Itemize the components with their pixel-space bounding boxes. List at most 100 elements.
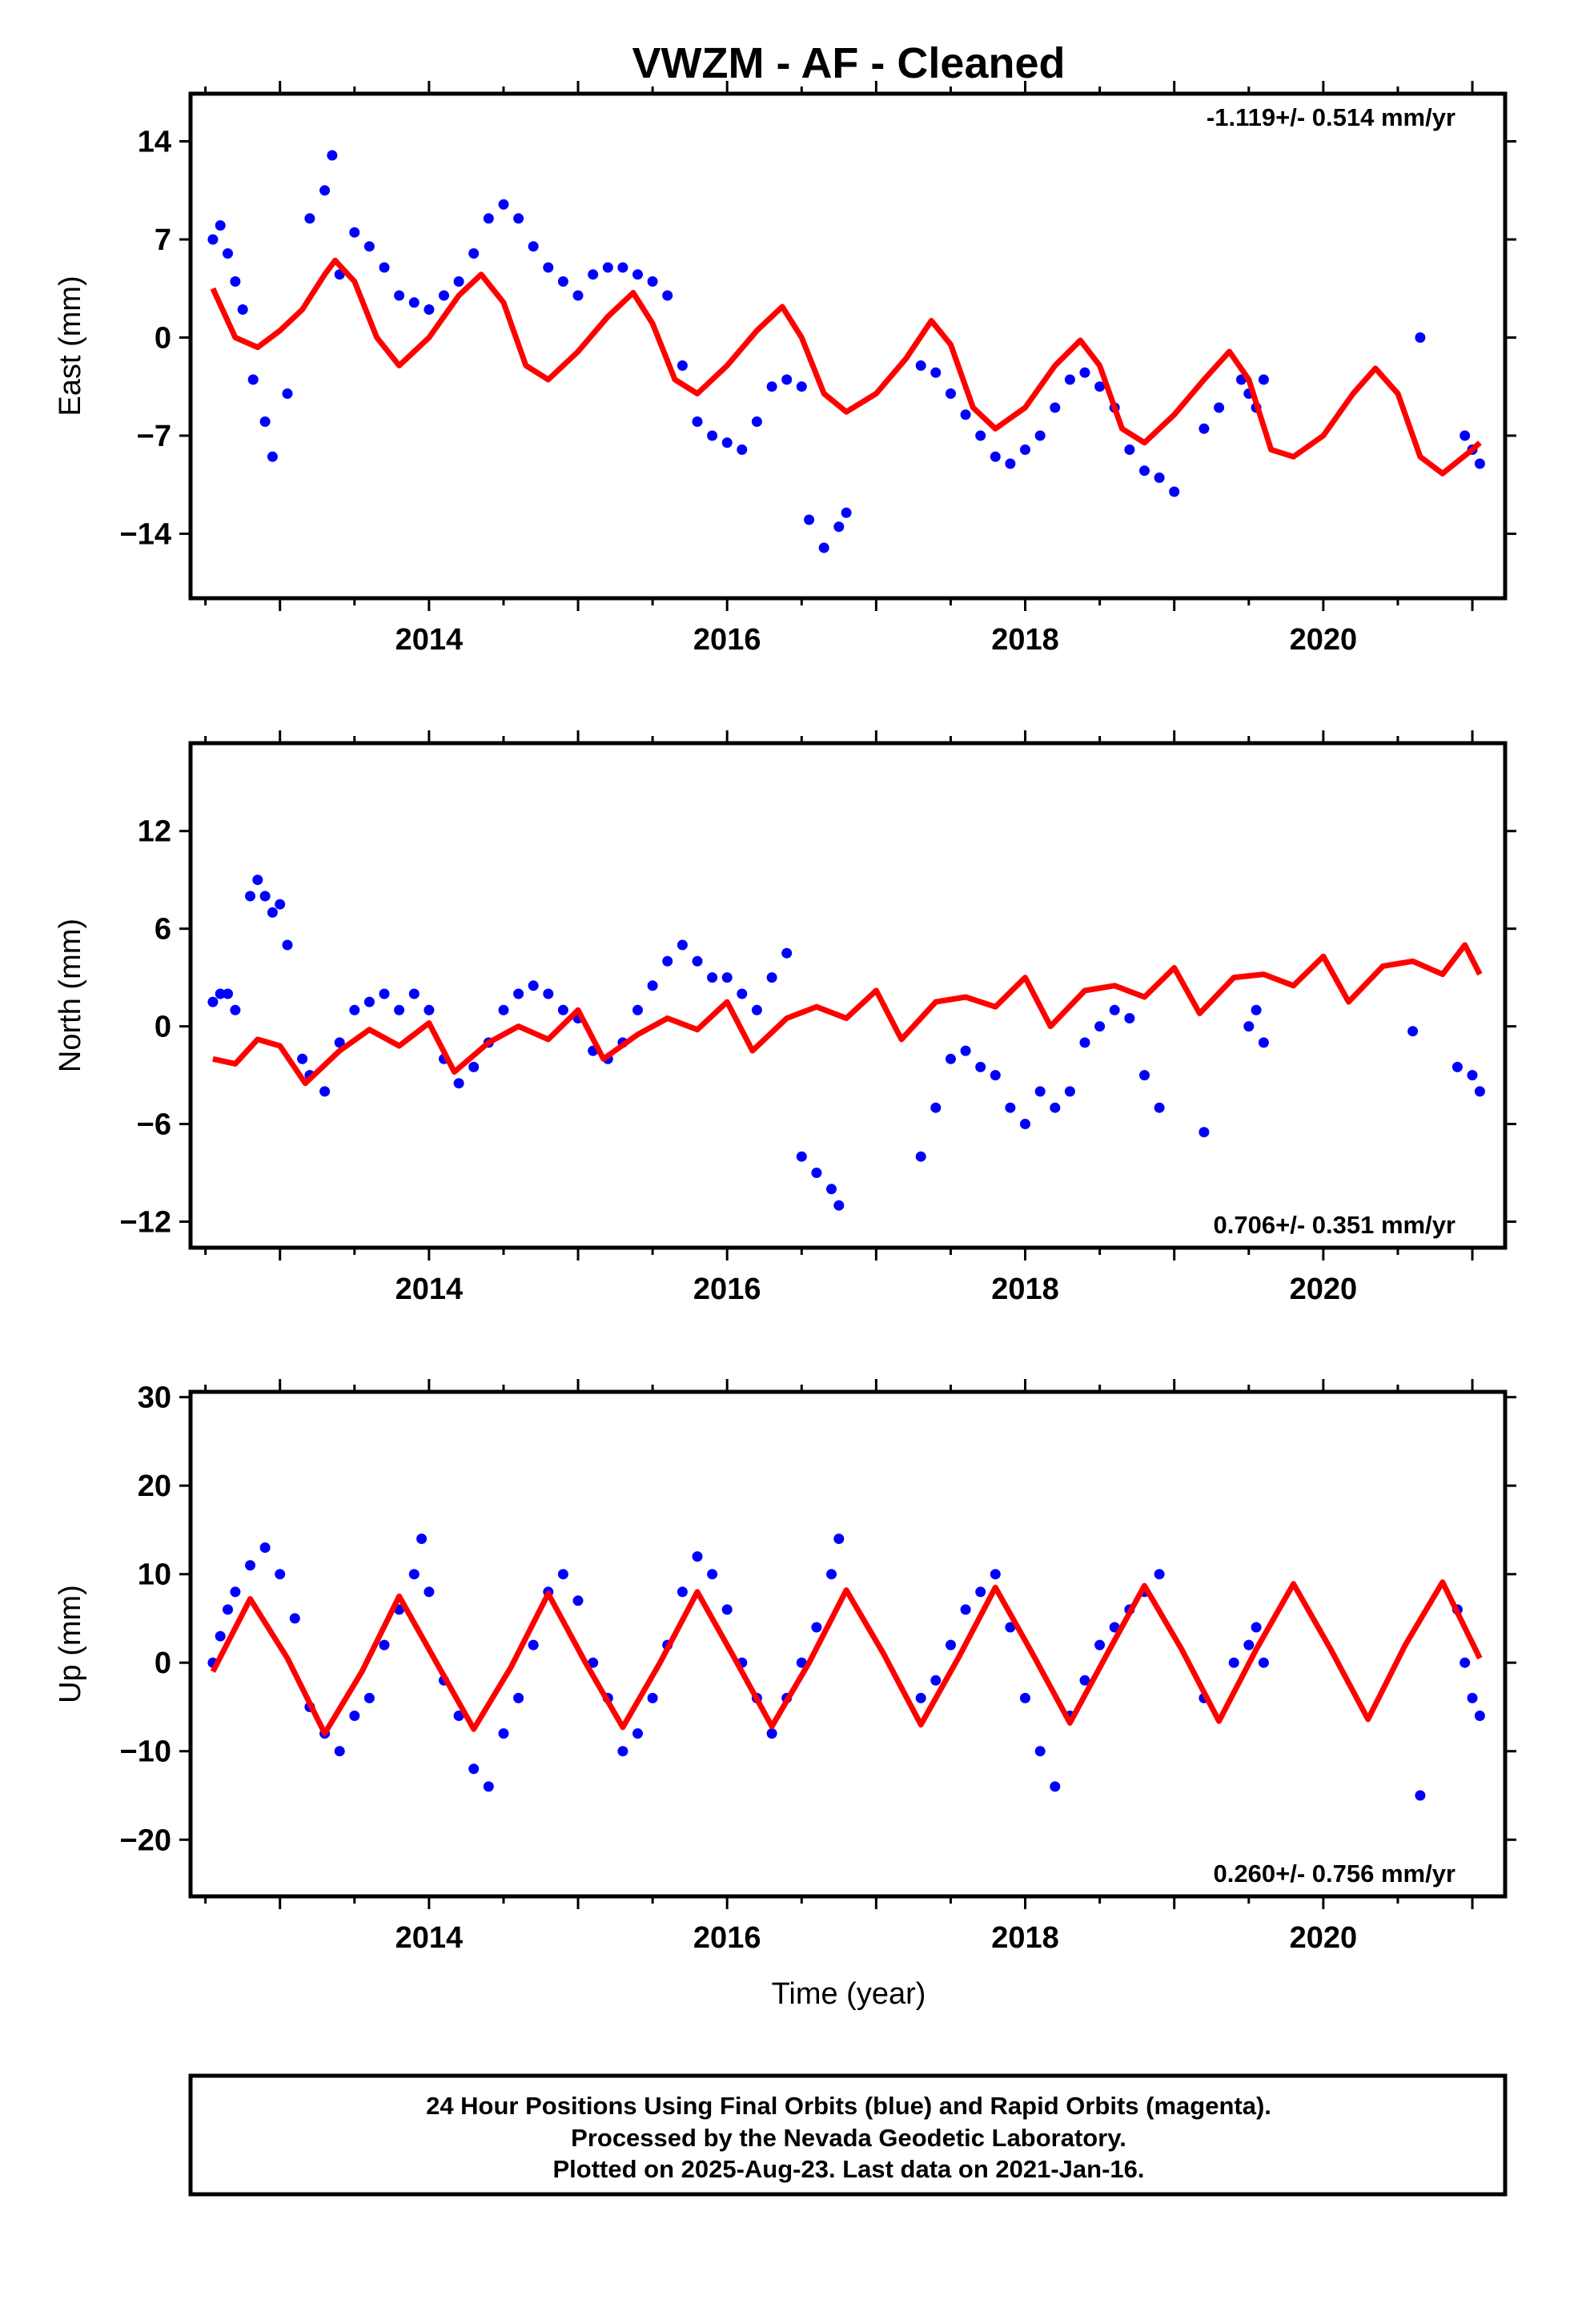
observation-point [990, 1070, 1001, 1081]
observation-point [498, 199, 509, 210]
observation-point [1139, 465, 1150, 476]
observation-point [737, 444, 748, 455]
observation-point [334, 1037, 345, 1048]
observation-point [543, 262, 554, 273]
observation-point [289, 1613, 300, 1624]
observation-point [975, 1586, 986, 1598]
observation-point [692, 416, 703, 427]
observation-point [707, 972, 718, 983]
x-tick-label-2016: 2016 [693, 1921, 761, 1955]
y-tick-label-neg7: −7 [137, 420, 171, 453]
x-tick-label-2014: 2014 [396, 623, 464, 657]
observation-series [207, 875, 1485, 1211]
observation-point [1094, 1639, 1106, 1651]
observation-point [230, 276, 241, 287]
observation-point [528, 241, 539, 252]
x-tick-label-2020: 2020 [1290, 623, 1358, 657]
observation-point [677, 360, 688, 371]
observation-point [1079, 367, 1090, 378]
footer-line-1: 24 Hour Positions Using Final Orbits (bl… [426, 2092, 1271, 2120]
model-line [210, 1579, 1483, 1737]
observation-point [230, 1586, 241, 1598]
y-tick-label-neg10: −10 [120, 1735, 171, 1769]
observation-point [349, 227, 360, 238]
observation-point [930, 367, 942, 378]
y-tick-label-neg6: −6 [137, 1108, 171, 1142]
y-tick-label-0: 0 [155, 1647, 171, 1680]
observation-point [1474, 458, 1485, 469]
observation-point [215, 220, 226, 231]
y-tick-label-12: 12 [138, 815, 171, 849]
observation-point [826, 1569, 837, 1580]
observation-point [327, 150, 338, 161]
observation-point [424, 1004, 435, 1015]
observation-point [207, 996, 219, 1007]
observation-point [259, 416, 271, 427]
observation-point [721, 972, 733, 983]
observation-point [1124, 444, 1135, 455]
observation-point [297, 1053, 308, 1064]
observation-point [677, 1586, 688, 1598]
observation-point [319, 1086, 331, 1097]
observation-point [363, 241, 375, 252]
observation-point [1474, 1711, 1485, 1721]
observation-point [498, 1004, 509, 1015]
observation-point [833, 521, 845, 533]
x-tick-label-2020: 2020 [1290, 1273, 1358, 1306]
model-line [210, 257, 1482, 476]
observation-point [468, 248, 480, 259]
observation-point [1064, 1086, 1075, 1097]
observation-point [394, 1004, 405, 1015]
observation-point [453, 276, 464, 287]
observation-point [282, 939, 293, 951]
observation-point [975, 430, 986, 441]
x-tick-label-2018: 2018 [991, 1273, 1059, 1306]
observation-point [1199, 423, 1210, 434]
observation-point [647, 276, 658, 287]
x-tick-label-2014: 2014 [396, 1921, 464, 1955]
observation-point [707, 430, 718, 441]
observation-point [915, 1692, 926, 1703]
x-tick-label-2016: 2016 [693, 1273, 761, 1306]
observation-point [1251, 1004, 1262, 1015]
observation-point [796, 1151, 807, 1162]
observation-point [960, 1045, 971, 1056]
observation-point [1050, 402, 1061, 413]
observation-point [975, 1061, 986, 1072]
x-tick-label-2018: 2018 [991, 1921, 1059, 1955]
observation-point [796, 1657, 807, 1668]
observation-point [602, 262, 613, 273]
observation-point [1064, 374, 1075, 385]
y-tick-label-0: 0 [155, 322, 171, 356]
footer-line-2: Processed by the Nevada Geodetic Laborat… [571, 2124, 1126, 2152]
observation-point [930, 1102, 942, 1113]
observation-point [1124, 1013, 1135, 1023]
observation-point [588, 269, 599, 280]
observation-point [1460, 430, 1471, 441]
observation-point [513, 213, 524, 224]
observation-point [408, 1569, 420, 1580]
observation-point [1251, 1622, 1262, 1633]
observation-point [946, 1053, 956, 1064]
observation-point [334, 1746, 345, 1757]
north-panel: 2014 2016 2018 2020 12 6 0 −6 −12 North (mm) 0.706… [54, 730, 1516, 1306]
observation-point [557, 1004, 568, 1015]
observation-point [1005, 1102, 1016, 1113]
observation-point [259, 891, 271, 902]
observation-point [632, 269, 643, 280]
x-tick-label-2018: 2018 [991, 623, 1059, 657]
observation-point [275, 1569, 286, 1580]
observation-point [677, 939, 688, 951]
observation-point [617, 1746, 628, 1757]
observation-point [1460, 1657, 1471, 1668]
observation-point [230, 1004, 241, 1015]
observation-point [498, 1728, 509, 1739]
observation-point [349, 1711, 360, 1721]
footer-line-3: Plotted on 2025-Aug-23. Last data on 202… [552, 2155, 1144, 2183]
observation-point [207, 234, 219, 245]
y-tick-label-14: 14 [138, 126, 171, 159]
observation-point [1407, 1026, 1419, 1037]
observation-point [267, 907, 278, 918]
observation-point [737, 988, 748, 999]
observation-point [796, 381, 807, 392]
